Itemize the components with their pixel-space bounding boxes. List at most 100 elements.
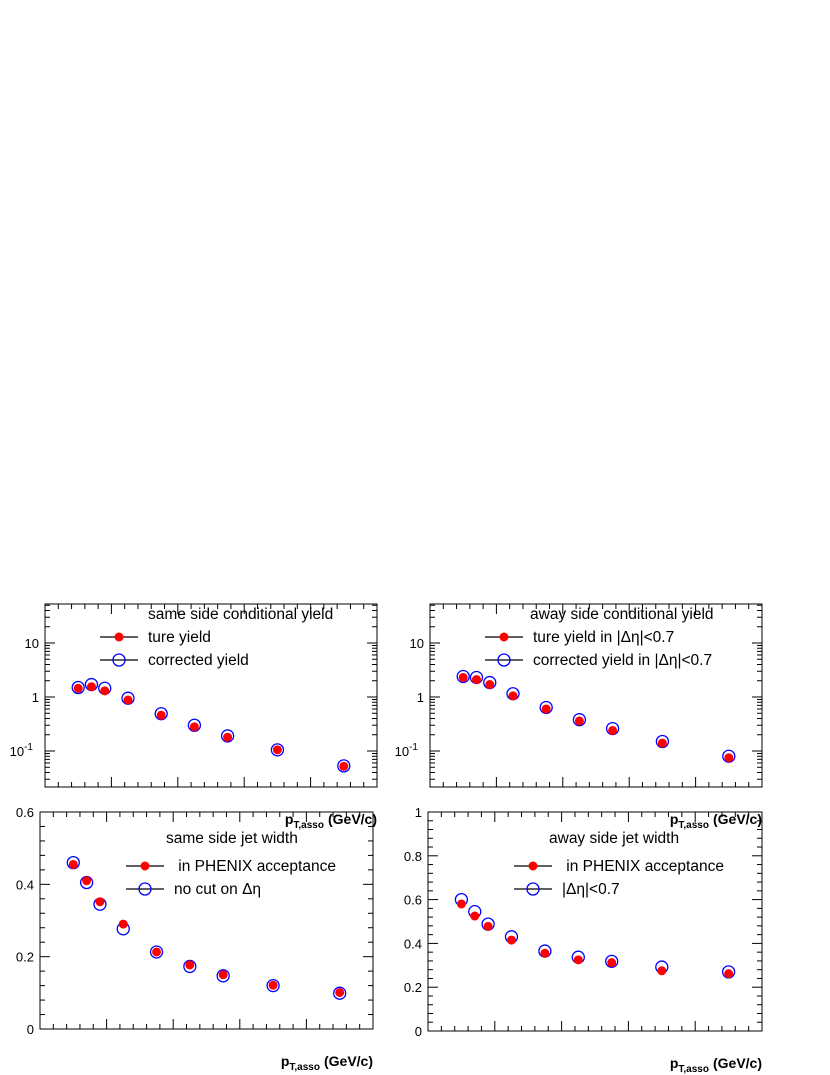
legend-title: away side jet width xyxy=(549,830,679,847)
legend-marker-open xyxy=(138,882,152,896)
legend-label: |Δη|<0.7 xyxy=(562,881,620,898)
y-tick-label: 0.8 xyxy=(404,849,422,864)
x-axis-title: pT,asso (GeV/c) xyxy=(281,1053,373,1073)
y-tick-label: 0.4 xyxy=(404,936,422,951)
legend-marker-open xyxy=(526,882,540,896)
legend-label: in PHENIX acceptance xyxy=(562,858,724,875)
y-tick-label: 0.2 xyxy=(16,950,34,965)
data-point-open xyxy=(266,978,280,993)
data-point-filled xyxy=(573,955,583,965)
y-tick-label: 1 xyxy=(32,690,39,705)
data-point-filled xyxy=(608,725,618,735)
legend-title: away side conditional yield xyxy=(530,606,714,623)
plot-frame xyxy=(39,811,374,1030)
data-point-filled xyxy=(86,682,96,692)
data-point-filled xyxy=(456,899,466,909)
legend-label: in PHENIX acceptance xyxy=(174,858,336,875)
data-point-open xyxy=(572,713,587,727)
x-axis-title: pT,asso (GeV/c) xyxy=(670,811,762,831)
data-point-filled xyxy=(73,683,83,693)
y-tick-label: 0.2 xyxy=(404,980,422,995)
chart-panel-bottom-left: 00.20.40.6pT,asso (GeV/c)same side jet wi… xyxy=(16,805,374,1073)
y-tick-label-base: 10 xyxy=(10,744,24,759)
data-point-filled xyxy=(152,947,162,957)
legend-title: same side conditional yield xyxy=(148,606,333,623)
legend: same side conditional yield ture yield cor… xyxy=(100,606,333,669)
data-point-filled xyxy=(218,970,228,980)
y-tick-label: 1 xyxy=(417,690,424,705)
data-point-filled xyxy=(82,876,92,886)
x-axis-title-subscript: T,asso xyxy=(289,1062,320,1073)
data-point-open xyxy=(333,986,347,1000)
x-axis-title-unit: (GeV/c) xyxy=(713,811,762,827)
x-axis-title-symbol: p xyxy=(670,811,679,827)
data-point-filled xyxy=(541,704,551,714)
legend-label: ture yield in |Δη|<0.7 xyxy=(533,629,674,646)
data-point-filled xyxy=(483,921,493,931)
data-point-filled xyxy=(724,753,734,763)
data-point-filled xyxy=(339,761,349,771)
data-point-filled xyxy=(156,710,166,720)
x-axis-title: pT,asso (GeV/c) xyxy=(670,1055,762,1075)
data-point-filled xyxy=(68,859,78,869)
data-point-open xyxy=(154,707,168,721)
x-axis-title: pT,asso (GeV/c) xyxy=(285,811,377,831)
data-point-filled xyxy=(458,672,468,682)
legend-label: corrected yield xyxy=(148,652,249,669)
legend-marker-filled xyxy=(140,861,150,871)
data-point-filled xyxy=(118,919,128,929)
y-tick-label: 0 xyxy=(415,1024,422,1039)
legend: away side jet width in PHENIX acceptance… xyxy=(514,830,724,898)
legend-marker-open xyxy=(497,653,511,667)
data-point-filled xyxy=(540,948,550,958)
plot-frame xyxy=(44,603,378,788)
data-point-filled xyxy=(189,722,199,732)
data-point-filled xyxy=(485,680,495,690)
data-point-open xyxy=(270,743,285,757)
y-tick-label: 10-1 xyxy=(10,742,34,759)
x-axis-title-symbol: p xyxy=(281,1053,290,1069)
plot-frame xyxy=(427,811,763,1032)
legend-title: same side jet width xyxy=(166,830,298,847)
x-axis-title-subscript: T,asso xyxy=(678,1064,709,1075)
y-tick-label: 0.6 xyxy=(16,805,34,820)
y-tick-label: 0.6 xyxy=(404,893,422,908)
data-point-filled xyxy=(507,935,516,945)
x-axis-title-subscript: T,asso xyxy=(293,820,324,831)
legend: same side jet width in PHENIX acceptance… xyxy=(126,830,336,898)
data-point-filled xyxy=(272,745,282,755)
y-tick-label: 10 xyxy=(25,636,39,651)
x-axis-title-symbol: p xyxy=(285,811,294,827)
x-axis-title-unit: (GeV/c) xyxy=(713,1055,762,1071)
data-point-open xyxy=(71,680,85,695)
legend-marker-filled xyxy=(528,861,538,871)
data-point-open xyxy=(456,669,470,684)
data-point-filled xyxy=(607,958,617,968)
data-point-filled xyxy=(508,691,518,701)
legend-marker-filled xyxy=(114,632,124,642)
x-axis-title-symbol: p xyxy=(670,1055,679,1071)
data-point-open xyxy=(183,959,197,974)
y-tick-label: 1 xyxy=(415,805,422,820)
legend-label: corrected yield in |Δη|<0.7 xyxy=(533,652,712,669)
data-point-filled xyxy=(470,911,480,921)
legend-marker-open xyxy=(112,653,126,667)
legend-label: ture yield xyxy=(148,629,211,646)
data-point-open xyxy=(337,759,351,773)
data-point-filled xyxy=(268,980,278,990)
y-tick-label-exponent: -1 xyxy=(24,742,33,753)
data-point-filled xyxy=(223,732,233,742)
data-point-filled xyxy=(123,695,133,705)
y-tick-label: 0.4 xyxy=(16,877,34,892)
data-point-open xyxy=(605,954,619,969)
y-tick-label: 10 xyxy=(410,636,424,651)
plot-frame xyxy=(429,603,763,788)
x-axis-title-unit: (GeV/c) xyxy=(324,1053,373,1069)
legend: away side conditional yield ture yield in… xyxy=(485,606,714,669)
data-point-filled xyxy=(574,716,584,726)
data-point-filled xyxy=(471,675,481,685)
data-point-filled xyxy=(185,960,195,970)
data-point-filled xyxy=(657,738,667,748)
